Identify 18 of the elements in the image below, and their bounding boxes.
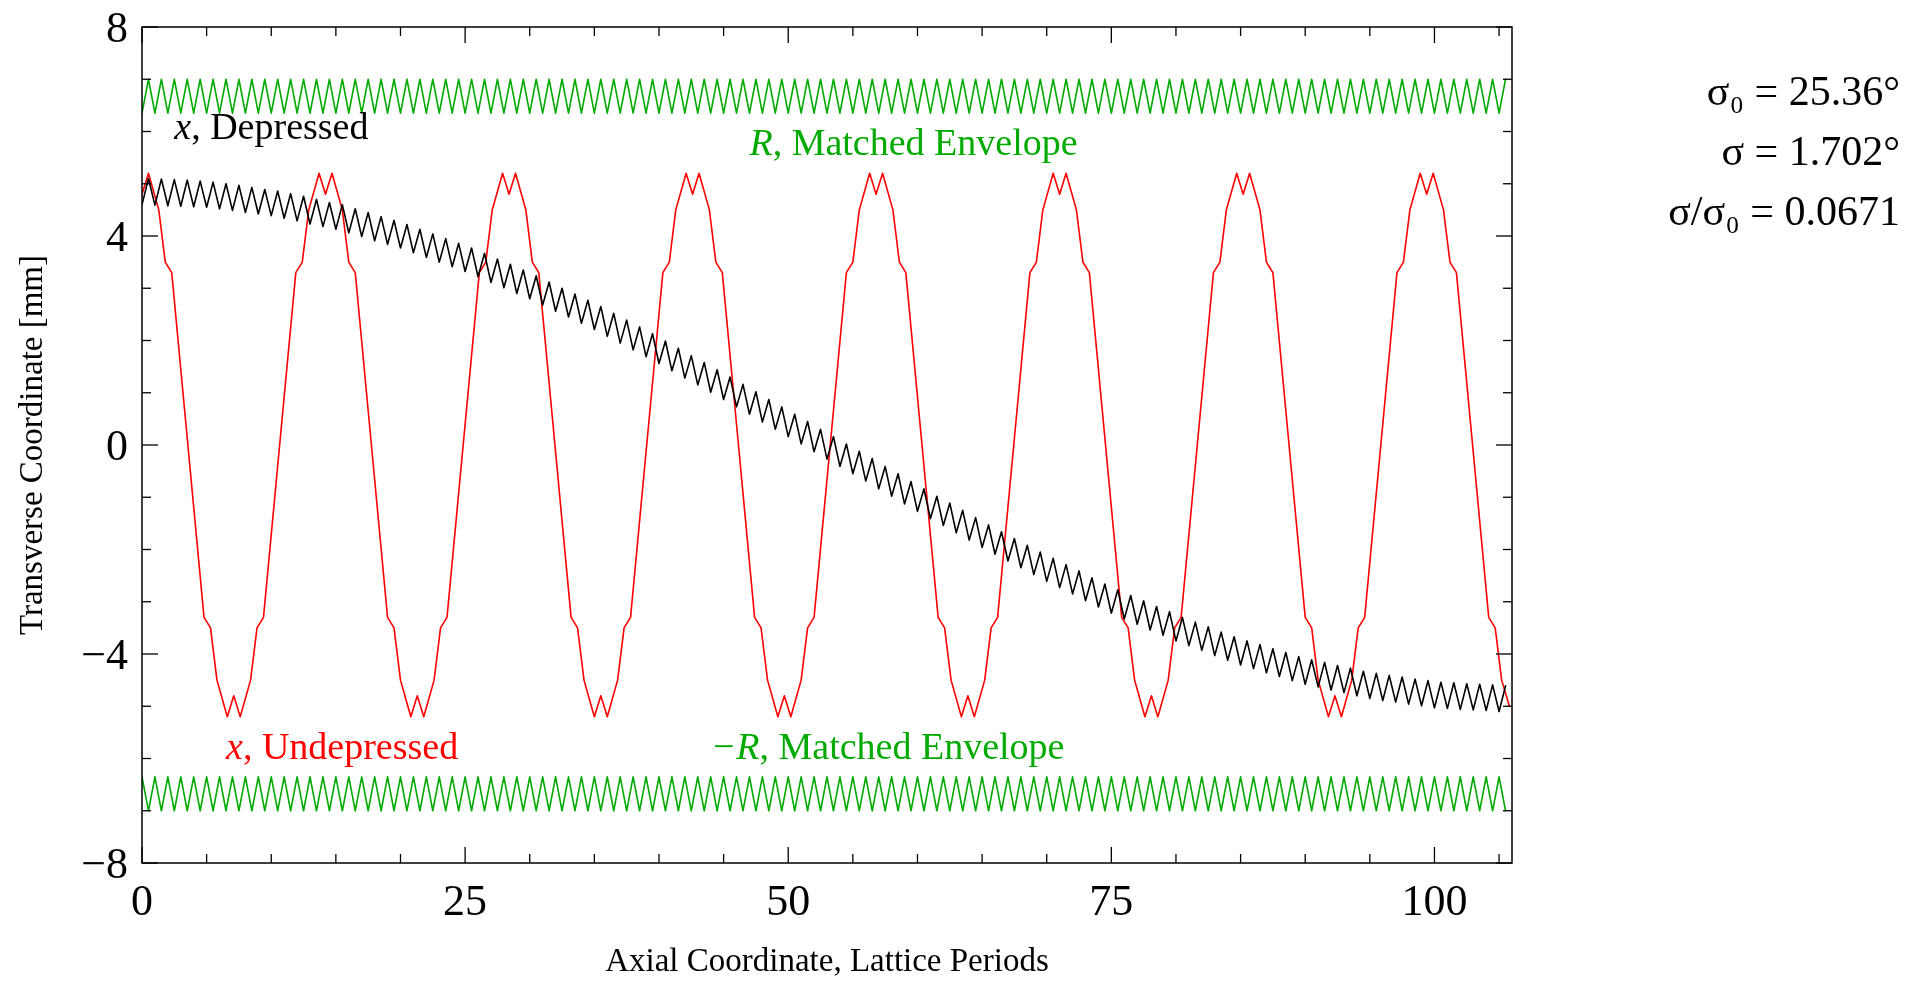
y-tick-label: 0 [106, 421, 128, 471]
y-tick-label: −8 [81, 839, 128, 889]
y-tick-label: −4 [81, 630, 128, 680]
x-tick-label: 75 [1089, 876, 1134, 925]
text: σ/σ₀ = 0.0671 [1668, 188, 1900, 234]
series-label: x, Undepressed [225, 724, 459, 767]
y-tick-label: 8 [106, 3, 128, 53]
series-label: x, Depressed [173, 105, 369, 148]
x-tick-label: 25 [443, 876, 488, 925]
text: σ = 1.702° [1721, 128, 1900, 174]
x-tick-label: 50 [766, 876, 811, 925]
x-axis-title: Axial Coordinate, Lattice Periods [605, 942, 1049, 978]
x-tick-label: 100 [1401, 876, 1468, 925]
series-label: R, Matched Envelope [748, 121, 1078, 164]
text: σ₀ = 25.36° [1706, 68, 1900, 114]
series-label: −R, Matched Envelope [710, 724, 1065, 767]
y-tick-label: 4 [106, 212, 128, 262]
y-axis-title: Transverse Coordinate [mm] [13, 254, 49, 636]
